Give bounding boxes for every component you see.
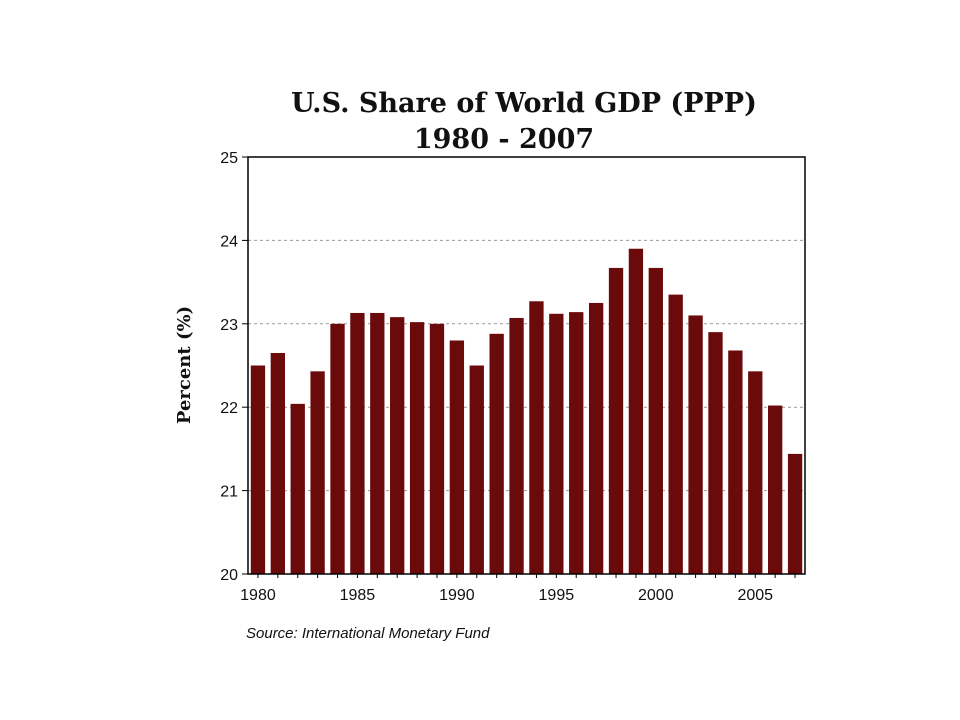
y-tick-label: 22 [220,400,238,417]
bar-1992 [489,333,504,574]
y-tick-label: 21 [220,484,238,501]
y-ticks: 20 21 22 23 24 25 [220,150,248,584]
chart-title: U.S. Share of World GDP (PPP) [291,88,757,119]
x-tick-label: 1980 [240,587,276,604]
bar-2003 [708,332,723,574]
x-ticks: 1980 1985 1990 1995 2000 2005 [240,574,796,604]
bar-1987 [390,317,405,574]
bar-2007 [787,453,803,574]
bar-1986 [370,312,385,574]
bar-1999 [628,248,644,575]
bar-1997 [588,302,604,574]
bar-1988 [409,322,425,574]
x-tick-label: 2005 [737,587,773,604]
bar-1981 [270,352,285,574]
bar-1983 [310,371,325,574]
y-tick-label: 24 [220,233,238,250]
bar-2001 [668,294,683,574]
bar-1994 [529,301,544,574]
x-tick-label: 2000 [638,587,674,604]
bar-1996 [569,312,584,574]
bar-2000 [648,267,663,574]
x-tick-label: 1995 [539,587,575,604]
y-tick-label: 25 [220,150,238,167]
bar-2002 [688,315,703,574]
bar-1985 [350,312,365,574]
bar-1990 [449,340,465,574]
source-note: Source: International Monetary Fund [246,625,490,642]
y-tick-label: 20 [220,567,238,584]
bar-1991 [469,365,484,574]
bar-1998 [608,267,624,574]
plot-frame [247,156,806,575]
bar-1984 [330,323,345,574]
bar-1995 [549,313,564,574]
y-axis-label: Percent (%) [174,306,195,424]
bar-2006 [768,405,783,574]
chart-subtitle: 1980 - 2007 [414,124,594,155]
bar-2005 [748,371,763,574]
bar-1989 [429,323,445,574]
x-tick-label: 1985 [340,587,376,604]
bar-1993 [509,317,524,574]
bar-1982 [290,403,305,574]
bar-1980 [250,365,266,574]
bar-2004 [728,350,743,574]
y-tick-label: 23 [220,317,238,334]
bars [250,248,803,575]
x-tick-label: 1990 [439,587,475,604]
